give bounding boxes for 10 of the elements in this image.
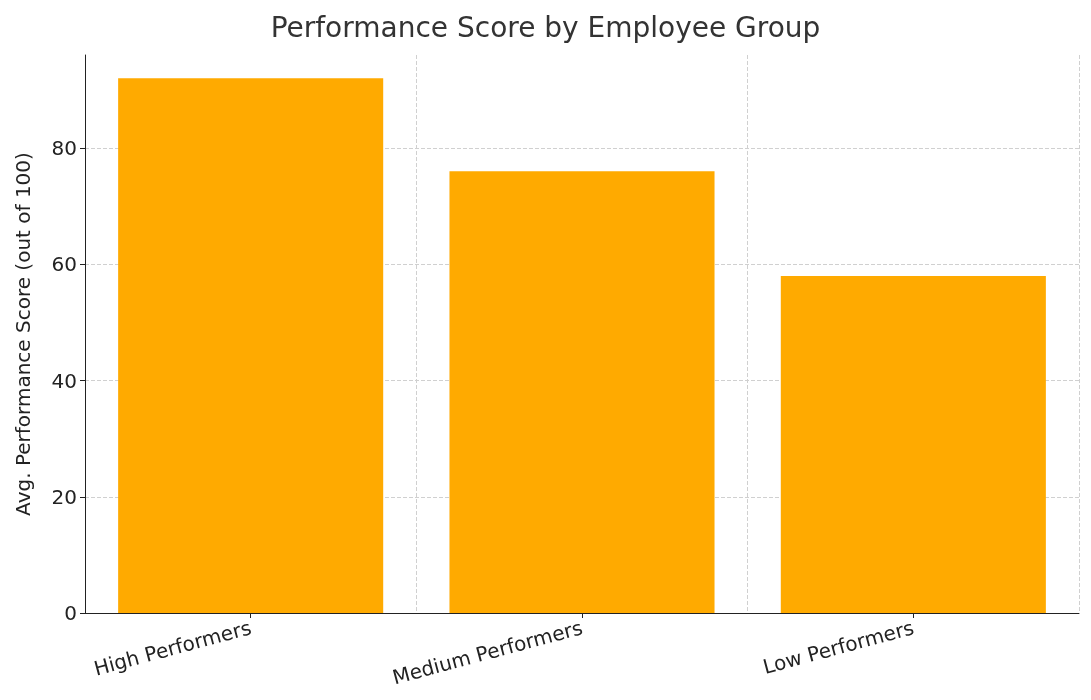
bar: [449, 171, 715, 613]
y-tick-label: 40: [51, 368, 77, 393]
y-tick-label: 20: [51, 484, 77, 509]
y-tick-label: 80: [51, 136, 77, 160]
y-tick-label: 60: [51, 252, 77, 277]
bar: [118, 78, 384, 613]
chart-title: Performance Score by Employee Group: [270, 10, 821, 44]
y-tick-label: 0: [64, 601, 77, 625]
y-axis-title: Avg. Performance Score (out of 100): [11, 152, 35, 516]
bar: [780, 275, 1046, 613]
